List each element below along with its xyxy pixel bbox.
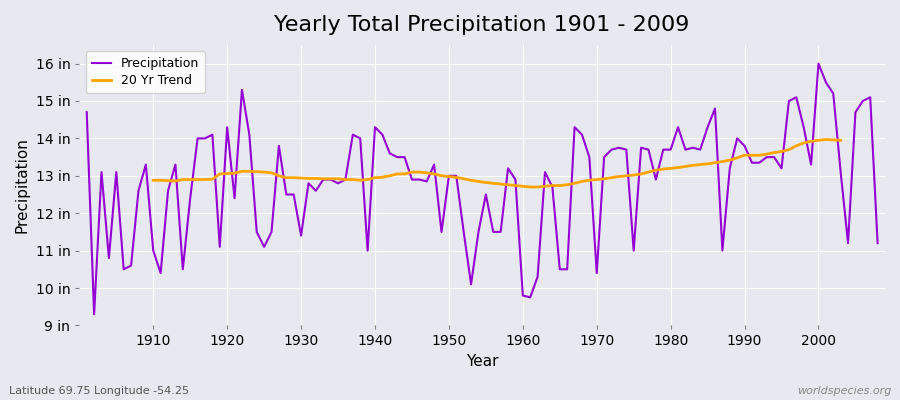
Line: 20 Yr Trend: 20 Yr Trend (153, 140, 841, 187)
20 Yr Trend (414, 170, 425, 174)
Precipitation (81, 110, 92, 115)
Y-axis label: Precipitation: Precipitation (15, 137, 30, 233)
Text: Latitude 69.75 Longitude -54.25: Latitude 69.75 Longitude -54.25 (9, 386, 189, 396)
Line: Precipitation: Precipitation (86, 64, 878, 314)
Precipitation (214, 244, 225, 249)
20 Yr Trend (266, 170, 277, 175)
20 Yr Trend (835, 138, 846, 143)
Legend: Precipitation, 20 Yr Trend: Precipitation, 20 Yr Trend (86, 51, 205, 93)
Precipitation (769, 155, 779, 160)
20 Yr Trend (148, 178, 158, 183)
Precipitation (872, 241, 883, 246)
Precipitation (717, 248, 728, 253)
Precipitation (170, 162, 181, 167)
Title: Yearly Total Precipitation 1901 - 2009: Yearly Total Precipitation 1901 - 2009 (274, 15, 690, 35)
Precipitation (813, 61, 824, 66)
Precipitation (89, 312, 100, 316)
20 Yr Trend (525, 185, 535, 190)
20 Yr Trend (325, 176, 336, 181)
20 Yr Trend (436, 174, 447, 178)
Text: worldspecies.org: worldspecies.org (796, 386, 891, 396)
Precipitation (458, 230, 469, 234)
20 Yr Trend (821, 137, 832, 142)
X-axis label: Year: Year (466, 354, 499, 369)
Precipitation (784, 98, 795, 103)
20 Yr Trend (672, 165, 683, 170)
20 Yr Trend (569, 181, 580, 186)
